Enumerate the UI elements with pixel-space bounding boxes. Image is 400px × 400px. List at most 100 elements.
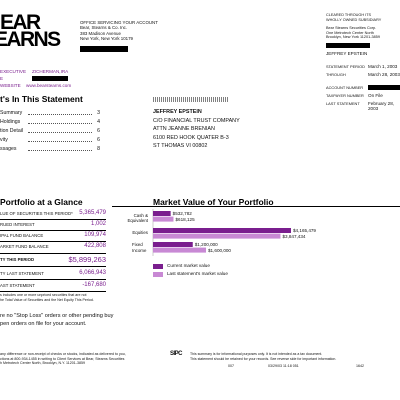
glance-label: IPAL FUND BALANCE: [0, 233, 44, 238]
bar-value-label: $1,200,000: [195, 242, 218, 247]
glance-value: 5,365,479: [79, 210, 106, 216]
meta-label: LAST STATEMENT: [326, 101, 360, 106]
clearing-line-1: Bear Stearns Securities Corp.: [326, 26, 377, 31]
glance-row: RUED INTEREST 1,002: [0, 221, 106, 229]
divider: [0, 219, 106, 220]
bar-last: [153, 233, 281, 239]
legend-swatch-current: [153, 263, 163, 269]
clearing-block: CLEARED THROUGH ITS WHOLLY OWNED SUBSIDI…: [326, 13, 381, 40]
glance-row: AST STATEMENT -167,680: [0, 282, 106, 290]
footer-right-line-1: This summary is for informational purpos…: [190, 352, 323, 356]
meta-row: LAST STATEMENT February 28, 2003: [326, 101, 400, 111]
address-line-1: JEFFREY EPSTEIN: [153, 109, 202, 115]
executive-label: EXECUTIVE: [0, 69, 27, 74]
divider: [0, 291, 106, 292]
address-line-2: C/O FINANCIAL TRUST COMPANY: [153, 117, 240, 124]
bar-value-label: $4,165,479: [293, 228, 316, 233]
footer-right: This summary is for informational purpos…: [190, 352, 400, 361]
website-link[interactable]: www.bearstearns.com: [26, 83, 72, 88]
executive-row: EXECUTIVE ZICHERMAN,IRA: [0, 68, 110, 75]
mailing-address: JEFFREY EPSTEIN C/O FINANCIAL TRUST COMP…: [153, 108, 240, 151]
legend-label-last: Last statement's market value: [167, 271, 228, 276]
glance-value: 6,066,943: [79, 270, 106, 276]
address-line-4: 6100 RED HOOK QUATER B-3: [153, 134, 229, 141]
toc-item[interactable]: vity 6: [0, 137, 100, 144]
clearing-heading-1: CLEARED THROUGH ITS: [326, 13, 372, 17]
toc-item[interactable]: Holdings 4: [0, 119, 100, 126]
toc-item-label: vity: [0, 137, 8, 143]
meta-value: March 1, 2003: [368, 64, 398, 69]
sipc-icon: SIPC: [170, 351, 183, 357]
glance-total-label: TY THIS PERIOD: [0, 257, 35, 262]
glance-value: 109,974: [84, 232, 106, 238]
clearing-line-3: Brooklyn, New York 11201-3859: [326, 35, 380, 40]
chart-category-label: Fixed Income: [112, 242, 148, 253]
bear-stearns-logo: EAR EARNS: [0, 12, 61, 50]
client-name: JEFFREY EPSTEIN: [326, 51, 368, 56]
postal-barcode: [153, 97, 228, 102]
divider: [0, 230, 106, 231]
toc-item[interactable]: Summary 3: [0, 110, 100, 117]
office-line-2: 383 Madison Avenue: [80, 30, 121, 36]
office-heading: OFFICE SERVICING YOUR ACCOUNT: [80, 20, 158, 25]
divider: [0, 253, 106, 254]
toc-item-page: 6: [97, 128, 100, 134]
meta-row: TAXPAYER NUMBER On File: [326, 93, 400, 101]
toc-item[interactable]: tion Detail 6: [0, 128, 100, 135]
bar-value-label: $3,847,434: [282, 234, 305, 239]
bar-last: [153, 247, 207, 253]
meta-row: THROUGH March 28, 2003: [326, 72, 400, 85]
office-line-1: Bear, Stearns & Co. Inc.: [80, 25, 128, 31]
chart-legend: Current market value Last statement's ma…: [153, 262, 228, 278]
footnote-line-2: he Total Value of Securities and the Net…: [0, 297, 94, 302]
executive-website-row: WEBSITE www.bearstearns.com: [0, 82, 110, 89]
statement-meta: STATEMENT PERIOD March 1, 2003 THROUGH M…: [326, 64, 400, 111]
redacted-phone: [32, 76, 68, 81]
toc-item-page: 8: [97, 146, 100, 152]
toc-title: t's In This Statement: [0, 94, 83, 104]
glance-label: LUE OF SECURITIES THIS PERIOD*: [0, 211, 73, 216]
divider: [0, 241, 106, 242]
glance-label: TY LAST STATEMENT: [0, 271, 44, 276]
glance-label: RUED INTEREST: [0, 222, 35, 227]
clearing-line-2: One Metrotech Center North: [326, 30, 374, 35]
footer-left-line-1: any difference or non-receipt of checks …: [0, 352, 126, 356]
glance-value: 1,002: [90, 221, 106, 227]
meta-label: TAXPAYER NUMBER: [326, 93, 364, 98]
glance-value: -167,680: [82, 282, 106, 288]
glance-total-value: $5,899,263: [68, 255, 106, 264]
glance-row: ARKET FUND BALANCE 422,808: [0, 243, 106, 251]
legend-label-current: Current market value: [167, 263, 210, 268]
toc-item-page: 4: [97, 119, 100, 125]
stop-loss-line-1: re no "Stop Loss" orders or other pendin…: [0, 313, 114, 319]
meta-value: February 28, 2003: [368, 101, 395, 111]
address-line-5: ST THOMAS VI 00802: [153, 143, 208, 149]
glance-table: LUE OF SECURITIES THIS PERIOD* 5,365,479…: [0, 210, 106, 310]
website-label: WEBSITE: [0, 83, 21, 88]
chart-top-rule: [112, 206, 400, 207]
glance-label: ARKET FUND BALANCE: [0, 244, 49, 249]
redacted-clearing: [326, 43, 370, 48]
executive-name: ZICHERMAN,IRA: [32, 69, 69, 74]
meta-label: ACCOUNT NUMBER: [326, 85, 364, 90]
bar-current: [153, 228, 291, 233]
stop-loss-line-2: pen orders on file for your account.: [0, 321, 87, 327]
bar-last: [153, 216, 174, 222]
glance-value: 422,808: [84, 243, 106, 249]
footer-right-line-2: This statement should be retained for yo…: [190, 356, 337, 361]
redacted-office: [80, 46, 128, 52]
glance-row: TY LAST STATEMENT 6,066,943: [0, 270, 106, 278]
fixed-income-label: Fixed Income: [132, 242, 147, 253]
chart-title: Market Value of Your Portfolio: [153, 197, 274, 207]
executive-block: EXECUTIVE ZICHERMAN,IRA E WEBSITE www.be…: [0, 68, 110, 89]
footer-code-3: 1642: [356, 364, 364, 368]
footnote-line-1: s includes one or more unpriced securiti…: [0, 293, 87, 297]
clearing-heading-2: WHOLLY OWNED SUBSIDIARY: [326, 17, 382, 22]
glance-footnote: s includes one or more unpriced securiti…: [0, 293, 108, 302]
bar-current: [153, 211, 171, 216]
legend-item-current: Current market value: [153, 262, 228, 270]
bar-value-label: $618,125: [175, 217, 195, 222]
legend-swatch-last: [153, 271, 163, 277]
toc-item-page: 3: [97, 110, 100, 116]
toc-item[interactable]: ssages 8: [0, 146, 100, 153]
